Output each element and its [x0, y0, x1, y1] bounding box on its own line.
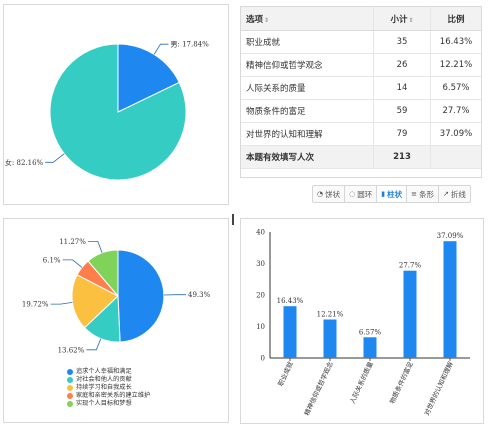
cell-ratio: 6.57%: [430, 76, 481, 100]
legend-dot: [67, 377, 73, 383]
legend-item[interactable]: 实现个人目标和梦想: [67, 400, 150, 408]
chart-type-bar-button[interactable]: ▮ 柱状: [377, 186, 408, 202]
chart-type-hbar-button[interactable]: ≡ 条形: [407, 186, 439, 202]
header-option[interactable]: 选项⇕: [241, 7, 374, 31]
bar: [443, 241, 457, 358]
legend-dot: [67, 401, 73, 407]
total-empty: [430, 145, 481, 169]
chart-type-line-button[interactable]: ↗ 折线: [442, 189, 466, 199]
line-icon: ↗: [442, 190, 449, 198]
pie-data-label: 女: 82.16%: [5, 158, 44, 167]
cell-ratio: 27.7%: [430, 99, 481, 123]
sort-icon[interactable]: ⇕: [408, 16, 414, 24]
bar: [323, 319, 337, 358]
cell-count: 26: [373, 53, 431, 77]
bar-value-label: 37.09%: [437, 232, 464, 240]
table-row: 人际关系的质量 14 6.57%: [241, 76, 481, 100]
ring-icon: ◌: [349, 190, 356, 198]
panel-resize-handle[interactable]: [232, 214, 234, 225]
pie-leader-line: [153, 43, 169, 55]
bar-y-tick-label: 20: [256, 292, 265, 300]
legend-item[interactable]: 对社会和他人的贡献: [67, 376, 150, 384]
hbar-icon: ≡: [411, 190, 417, 198]
bar-value-label: 16.43%: [277, 297, 304, 305]
pie-data-label: 49.3%: [188, 291, 211, 299]
bar-icon: ▮: [381, 190, 386, 198]
chart-type-pie-button[interactable]: ◔ 饼状: [313, 186, 346, 202]
table-row: 精神信仰或哲学观念 26 12.21%: [241, 53, 481, 77]
bar: [363, 337, 377, 358]
pie-leader-line: [87, 241, 103, 254]
pie-data-label: 6.1%: [43, 256, 61, 264]
stats-table-panel: 选项⇕ 小计⇕ 比例 职业成就 35 16.43% 精神信仰或哲学观念 26 1…: [240, 6, 482, 178]
header-ratio: 比例: [430, 7, 481, 31]
pie-data-label: 13.62%: [58, 346, 85, 354]
cell-count: 35: [373, 30, 431, 54]
bar-value-label: 12.21%: [317, 311, 344, 319]
bar-value-label: 27.7%: [399, 262, 422, 270]
bar-chart-panel: [240, 218, 484, 424]
sort-icon[interactable]: ⇕: [264, 16, 270, 24]
cell-option: 精神信仰或哲学观念: [241, 53, 374, 77]
pie-leader-line: [62, 259, 83, 268]
cell-ratio: 37.09%: [430, 122, 481, 146]
pie-leader-line: [45, 153, 65, 163]
bar-category-label: 精神信仰或哲学观念: [302, 360, 335, 417]
legend-item[interactable]: 家庭和亲密关系的建立维护: [67, 392, 150, 400]
chart-type-ring-button[interactable]: ◌ 圆环: [345, 186, 378, 202]
pie-icon: ◔: [317, 190, 324, 198]
pie-slice: [49, 43, 187, 181]
bar-category-label: 人际关系的质量: [347, 360, 375, 405]
bar-y-tick-label: 30: [256, 260, 265, 268]
table-header-row: 选项⇕ 小计⇕ 比例: [241, 7, 481, 31]
cell-ratio: 16.43%: [430, 30, 481, 54]
bar-y-tick-label: 0: [261, 355, 265, 363]
cell-option: 职业成就: [241, 30, 374, 54]
cell-count: 59: [373, 99, 431, 123]
table-total-row: 本题有效填写人次 213: [241, 145, 481, 169]
table-row: 职业成就 35 16.43%: [241, 30, 481, 54]
bar: [283, 306, 297, 358]
pie-legend: 追求个人幸福和满足 对社会和他人的贡献 持续学习和自我成长 家庭和亲密关系的建立…: [67, 368, 150, 408]
pie-leader-line: [50, 302, 73, 305]
table-row: 物质条件的富足 59 27.7%: [241, 99, 481, 123]
pie-slice: [117, 249, 165, 343]
header-count[interactable]: 小计⇕: [373, 7, 431, 31]
table-row: 对世界的认知和理解 79 37.09%: [241, 122, 481, 146]
legend-dot: [67, 385, 73, 391]
legend-item[interactable]: 持续学习和自我成长: [67, 384, 150, 392]
bar-category-label: 对世界的认知和理解: [422, 360, 455, 417]
bar-y-tick-label: 40: [256, 229, 265, 237]
bar-y-tick-label: 10: [256, 323, 265, 331]
total-count: 213: [373, 145, 431, 169]
cell-option: 物质条件的富足: [241, 99, 374, 123]
cell-option: 人际关系的质量: [241, 76, 374, 100]
stats-table: 选项⇕ 小计⇕ 比例 职业成就 35 16.43% 精神信仰或哲学观念 26 1…: [241, 7, 481, 169]
legend-item[interactable]: 追求个人幸福和满足: [67, 368, 150, 376]
legend-dot: [67, 369, 73, 375]
bar-value-label: 6.57%: [359, 328, 382, 336]
cell-count: 14: [373, 76, 431, 100]
legend-dot: [67, 393, 73, 399]
pie-leader-line: [86, 338, 102, 351]
cell-ratio: 12.21%: [430, 53, 481, 77]
bar-category-label: 职业成就: [276, 360, 295, 388]
pie-data-label: 11.27%: [59, 238, 86, 246]
bar: [403, 270, 417, 358]
cell-option: 对世界的认知和理解: [241, 122, 374, 146]
pie-data-label: 19.72%: [22, 301, 49, 309]
pie-slice: [71, 274, 119, 329]
bar-category-label: 物质条件的富足: [387, 360, 415, 405]
chart-type-toolbar: ◔ 饼状 ◌ 圆环 ▮ 柱状 ≡ 条形 ↗ 折线: [312, 185, 471, 203]
cell-count: 79: [373, 122, 431, 146]
total-label: 本题有效填写人次: [241, 145, 374, 169]
pie-data-label: 男: 17.84%: [171, 41, 210, 49]
